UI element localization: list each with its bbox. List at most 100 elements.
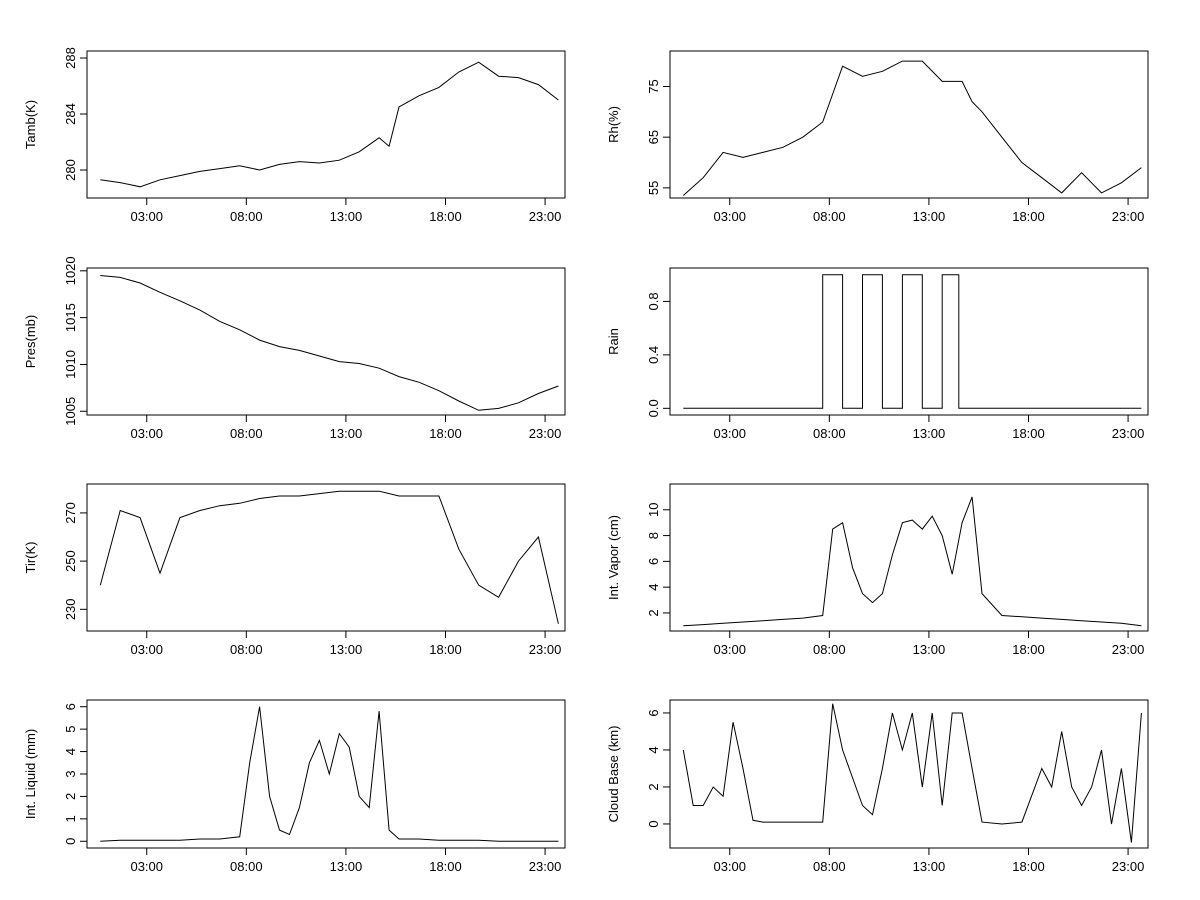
x-tick-label: 08:00: [813, 859, 846, 874]
y-tick-label: 1005: [63, 397, 78, 426]
x-tick-label: 18:00: [429, 859, 462, 874]
x-tick-label: 03:00: [713, 642, 746, 657]
y-tick-label: 65: [646, 130, 661, 144]
chart-panel-7: 03:00 08:00 13:00 18:00 23:00 0 1 2 3 4 5 6 Int. Liq…: [23, 699, 566, 874]
y-tick-label: 1: [63, 815, 78, 822]
x-tick-label: 13:00: [913, 859, 946, 874]
series-line: [100, 61, 559, 188]
y-tick-label: 2: [646, 783, 661, 790]
y-axis-label: Rain: [606, 328, 621, 355]
y-tick-label: 288: [63, 47, 78, 69]
x-tick-label: 13:00: [913, 426, 946, 441]
x-tick-label: 03:00: [130, 209, 163, 224]
y-tick-label: 280: [63, 159, 78, 181]
y-axis-label: Rh(%): [606, 106, 621, 143]
x-tick-label: 23:00: [529, 209, 562, 224]
x-tick-label: 03:00: [130, 642, 163, 657]
y-tick-label: 75: [646, 79, 661, 93]
y-tick-label: 0: [63, 838, 78, 845]
x-tick-label: 18:00: [429, 426, 462, 441]
y-tick-label: 250: [63, 550, 78, 572]
chart-panel-5: 03:00 08:00 13:00 18:00 23:00 230 250 270 Tir(K): [23, 483, 566, 657]
plot-frame: [86, 699, 566, 849]
y-axis-label: Cloud Base (km): [606, 726, 621, 823]
series-line: [99, 490, 559, 624]
x-tick-label: 08:00: [813, 642, 846, 657]
y-tick-label: 0: [646, 820, 661, 827]
plot-frame: [86, 483, 566, 632]
x-tick-label: 03:00: [130, 426, 163, 441]
chart-panel-6: 03:00 08:00 13:00 18:00 23:00 2 4 6 8 10 Int. Vapo…: [606, 483, 1149, 657]
chart-panel-8: 03:00 08:00 13:00 18:00 23:00 0 2 4 6 Cloud Base …: [606, 699, 1149, 874]
x-tick-label: 03:00: [713, 209, 746, 224]
y-tick-label: 5: [63, 726, 78, 733]
y-tick-label: 8: [646, 532, 661, 539]
x-tick-label: 08:00: [813, 209, 846, 224]
series-line: [100, 275, 559, 411]
series-line: [683, 496, 1142, 627]
y-tick-label: 3: [63, 770, 78, 777]
plot-frame: [669, 50, 1149, 199]
x-tick-label: 23:00: [529, 426, 562, 441]
series-line: [682, 703, 1142, 843]
y-tick-label: 0.4: [646, 346, 661, 364]
x-tick-label: 08:00: [813, 426, 846, 441]
x-tick-label: 23:00: [529, 859, 562, 874]
chart-panel-4: 03:00 08:00 13:00 18:00 23:00 0.0 0.4 0.8 Rain: [606, 267, 1149, 441]
x-tick-label: 23:00: [1112, 209, 1145, 224]
y-tick-label: 0.8: [646, 292, 661, 310]
y-tick-label: 270: [63, 502, 78, 524]
x-tick-label: 13:00: [330, 209, 363, 224]
y-axis-label: Tamb(K): [23, 100, 38, 149]
x-tick-label: 23:00: [1112, 642, 1145, 657]
y-axis-label: Int. Vapor (cm): [606, 515, 621, 600]
x-tick-label: 08:00: [230, 209, 263, 224]
x-tick-label: 08:00: [230, 642, 263, 657]
y-tick-label: 6: [646, 558, 661, 565]
plot-frame: [669, 267, 1149, 416]
y-tick-label: 55: [646, 181, 661, 195]
y-tick-label: 6: [646, 709, 661, 716]
x-tick-label: 03:00: [713, 426, 746, 441]
y-tick-label: 4: [646, 746, 661, 753]
series-line: [683, 274, 1142, 409]
x-tick-label: 23:00: [529, 642, 562, 657]
y-axis-label: Pres(mb): [23, 315, 38, 368]
x-tick-label: 18:00: [1012, 426, 1045, 441]
x-tick-label: 03:00: [130, 859, 163, 874]
x-tick-label: 23:00: [1112, 859, 1145, 874]
x-tick-label: 03:00: [713, 859, 746, 874]
x-tick-label: 13:00: [913, 209, 946, 224]
x-tick-label: 08:00: [230, 859, 263, 874]
x-tick-label: 13:00: [330, 859, 363, 874]
chart-panel-3: 03:00 08:00 13:00 18:00 23:00 1005 1010 1015 102…: [23, 256, 566, 441]
x-tick-label: 13:00: [330, 426, 363, 441]
y-tick-label: 1020: [63, 256, 78, 285]
plot-frame: [86, 50, 566, 199]
x-tick-label: 18:00: [1012, 209, 1045, 224]
x-tick-label: 18:00: [1012, 859, 1045, 874]
x-tick-label: 23:00: [1112, 426, 1145, 441]
y-axis-label: Int. Liquid (mm): [23, 729, 38, 819]
x-tick-label: 18:00: [429, 642, 462, 657]
y-tick-label: 1015: [63, 303, 78, 332]
y-tick-label: 4: [646, 584, 661, 591]
chart-panel-2: 03:00 08:00 13:00 18:00 23:00 55 65 75 Rh(%): [606, 50, 1149, 224]
series-line: [100, 706, 559, 842]
plot-frame: [669, 699, 1149, 849]
x-tick-label: 13:00: [330, 642, 363, 657]
y-tick-label: 4: [63, 748, 78, 755]
series-line: [682, 60, 1142, 196]
chart-panel-1: 03:00 08:00 13:00 18:00 23:00 280 284 288 Tamb(K…: [23, 47, 566, 224]
y-tick-label: 1010: [63, 350, 78, 379]
x-tick-label: 13:00: [913, 642, 946, 657]
x-tick-label: 08:00: [230, 426, 263, 441]
y-tick-label: 10: [646, 503, 661, 517]
plot-frame: [86, 267, 566, 416]
y-axis-label: Tir(K): [23, 541, 38, 573]
y-tick-label: 284: [63, 103, 78, 125]
y-tick-label: 6: [63, 703, 78, 710]
y-tick-label: 2: [63, 793, 78, 800]
y-tick-label: 2: [646, 609, 661, 616]
